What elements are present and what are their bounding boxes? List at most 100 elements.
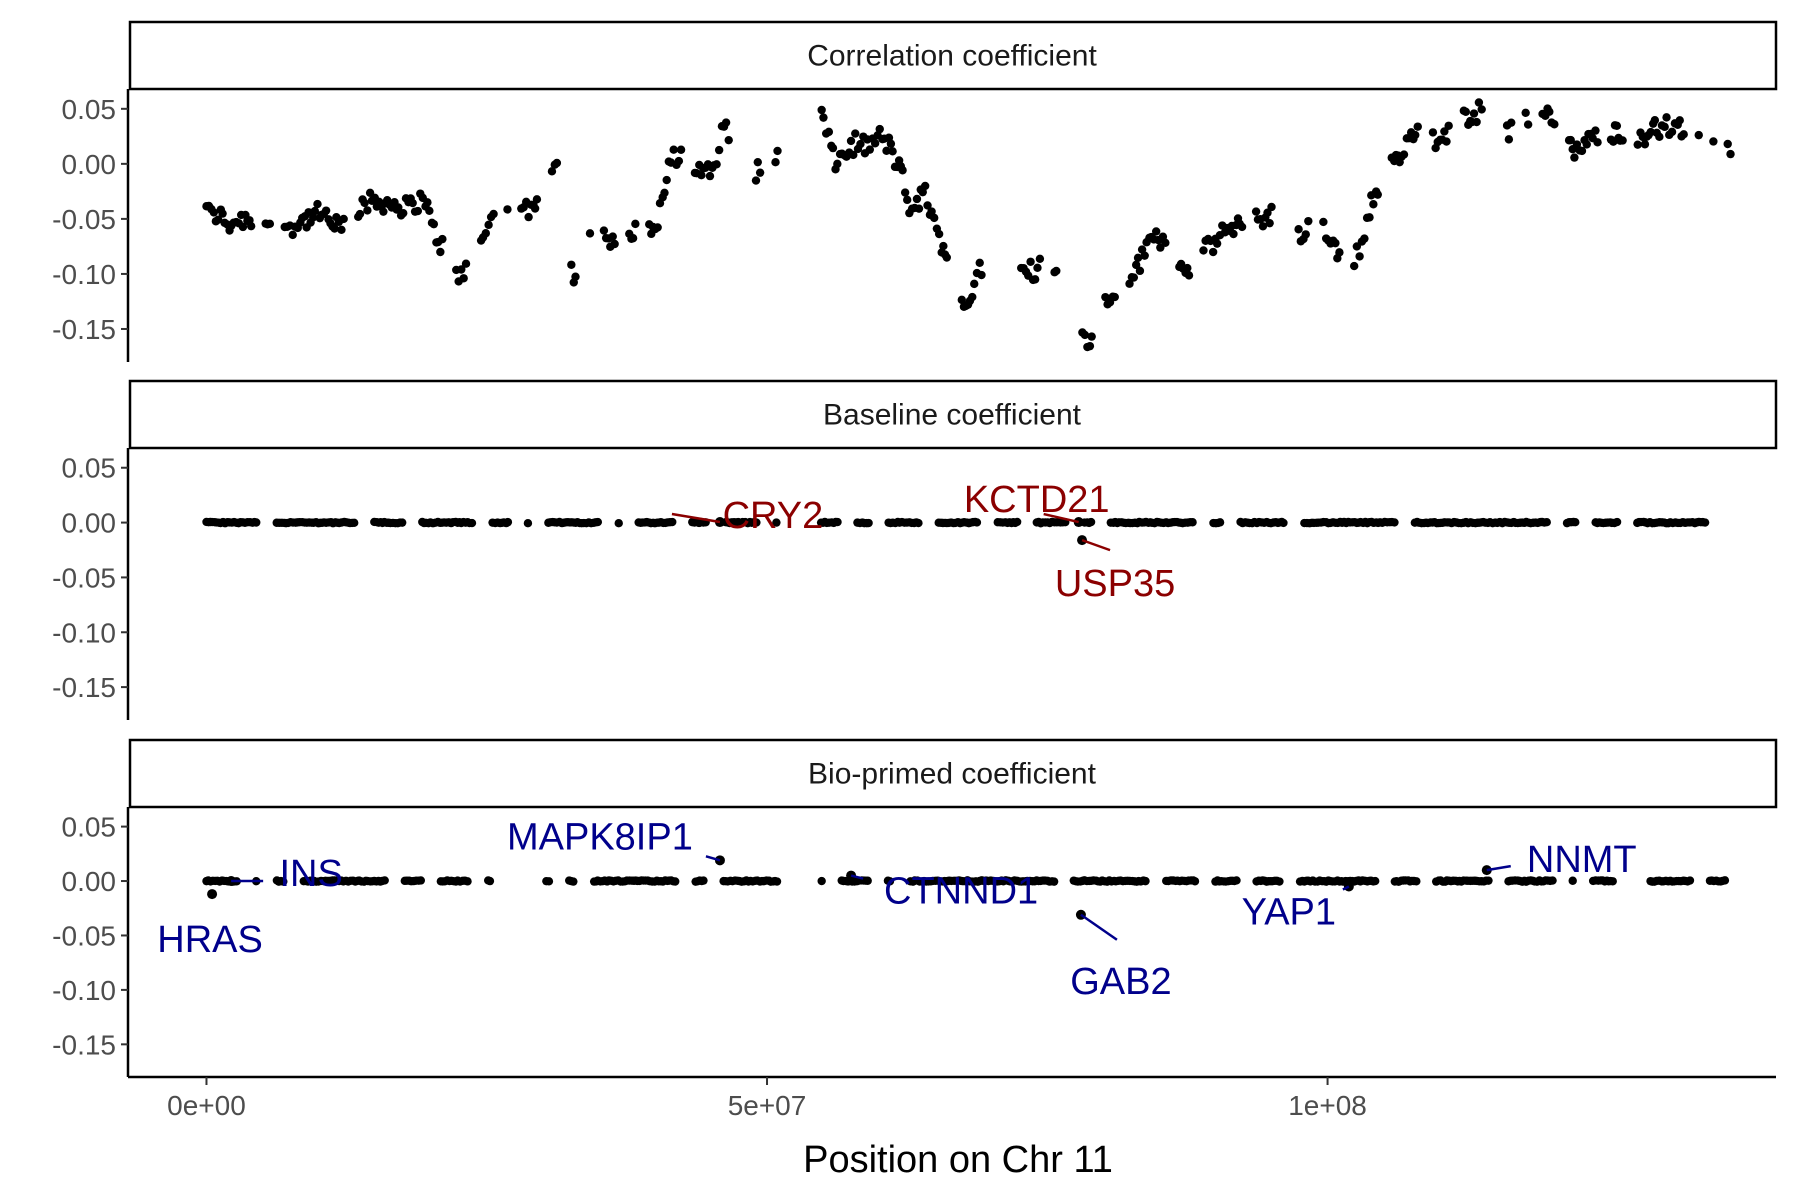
panel-strip-title: Bio-primed coefficient — [808, 758, 1097, 791]
y-tick-label: -0.05 — [52, 562, 116, 593]
data-point — [1215, 518, 1225, 527]
data-point — [705, 171, 715, 181]
data-point — [977, 270, 986, 280]
data-point — [394, 203, 403, 212]
data-point — [1390, 518, 1399, 527]
data-point — [669, 145, 678, 154]
data-point — [1442, 137, 1451, 146]
label-segment — [705, 855, 721, 862]
data-point — [1355, 252, 1364, 261]
data-point — [972, 518, 982, 527]
data-point — [1373, 190, 1382, 199]
data-point — [218, 209, 227, 218]
data-point — [957, 295, 967, 305]
gene-label-yap1: YAP1 — [1242, 891, 1336, 933]
data-point — [1618, 136, 1627, 145]
data-point — [481, 229, 490, 238]
data-points — [202, 98, 1735, 352]
data-point — [1675, 116, 1684, 125]
data-point — [923, 201, 932, 210]
data-point — [416, 876, 426, 885]
data-point — [1667, 127, 1677, 137]
data-points — [202, 517, 1710, 528]
data-point — [1685, 876, 1695, 885]
data-point — [1650, 116, 1660, 125]
label-segment — [1486, 864, 1511, 872]
panel-3: Bio-primed coefficient 0.05 0.00 -0.05 -0.10… — [52, 738, 1778, 1077]
data-point — [1571, 517, 1580, 527]
data-point — [1545, 107, 1554, 116]
data-point — [330, 224, 339, 233]
panel-strip — [128, 20, 1778, 91]
data-point — [864, 518, 873, 528]
data-point — [461, 259, 471, 268]
data-point — [1548, 876, 1557, 885]
data-point — [489, 209, 498, 219]
data-point — [1331, 238, 1340, 248]
data-point — [975, 258, 984, 268]
data-point — [413, 206, 423, 216]
data-point — [547, 167, 557, 176]
data-point — [1188, 518, 1197, 527]
data-point — [939, 241, 948, 251]
data-point — [355, 209, 365, 219]
panel-strip-title: Baseline coefficient — [823, 399, 1082, 432]
data-point — [467, 518, 477, 528]
data-point — [851, 129, 860, 138]
data-point — [1085, 341, 1095, 351]
data-point — [833, 517, 842, 527]
data-point — [209, 208, 219, 217]
data-point — [1570, 153, 1579, 162]
data-point — [968, 292, 977, 302]
x-axis-label: Position on Chr 11 — [803, 1139, 1113, 1181]
panel-strip — [128, 379, 1778, 450]
data-point — [593, 517, 603, 527]
data-point — [773, 146, 782, 156]
data-point — [628, 233, 638, 243]
data-point — [408, 198, 417, 208]
data-point — [1365, 213, 1374, 222]
gene-label-ctnnd1: CTNND1 — [884, 871, 1038, 913]
data-point — [752, 518, 761, 527]
data-point — [1133, 253, 1143, 263]
data-point — [337, 225, 346, 234]
data-point — [523, 518, 533, 528]
data-point — [1232, 876, 1241, 885]
data-point — [824, 127, 834, 137]
data-point — [1265, 218, 1274, 228]
data-point — [436, 247, 445, 257]
data-point — [1125, 279, 1134, 288]
data-point — [1301, 230, 1310, 239]
data-point — [423, 198, 432, 207]
data-point — [1258, 222, 1268, 231]
data-point — [712, 160, 721, 169]
data-point — [308, 213, 318, 222]
label-segment — [850, 874, 864, 880]
data-point — [697, 170, 706, 180]
y-tick-label: -0.05 — [52, 204, 116, 235]
y-tick-label: 0.00 — [62, 508, 117, 539]
y-tick-label: 0.00 — [62, 149, 117, 180]
data-point — [252, 518, 261, 527]
data-point — [1035, 254, 1045, 263]
data-point — [1086, 517, 1096, 527]
x-tick-label: 5e+07 — [728, 1090, 807, 1121]
data-point — [1477, 105, 1486, 114]
data-point — [614, 519, 623, 528]
data-point — [1593, 138, 1602, 147]
data-point — [1267, 202, 1276, 212]
data-point — [544, 877, 554, 886]
data-point — [863, 876, 872, 885]
data-point — [927, 207, 936, 216]
data-point — [485, 876, 495, 886]
data-point — [751, 176, 761, 185]
data-point — [1030, 275, 1040, 284]
data-point — [1591, 126, 1600, 135]
data-point — [399, 208, 408, 218]
data-point — [1709, 137, 1718, 146]
data-point — [912, 194, 922, 204]
data-point — [914, 204, 924, 213]
data-point — [1129, 273, 1139, 282]
y-tick-label: 0.05 — [62, 94, 117, 125]
